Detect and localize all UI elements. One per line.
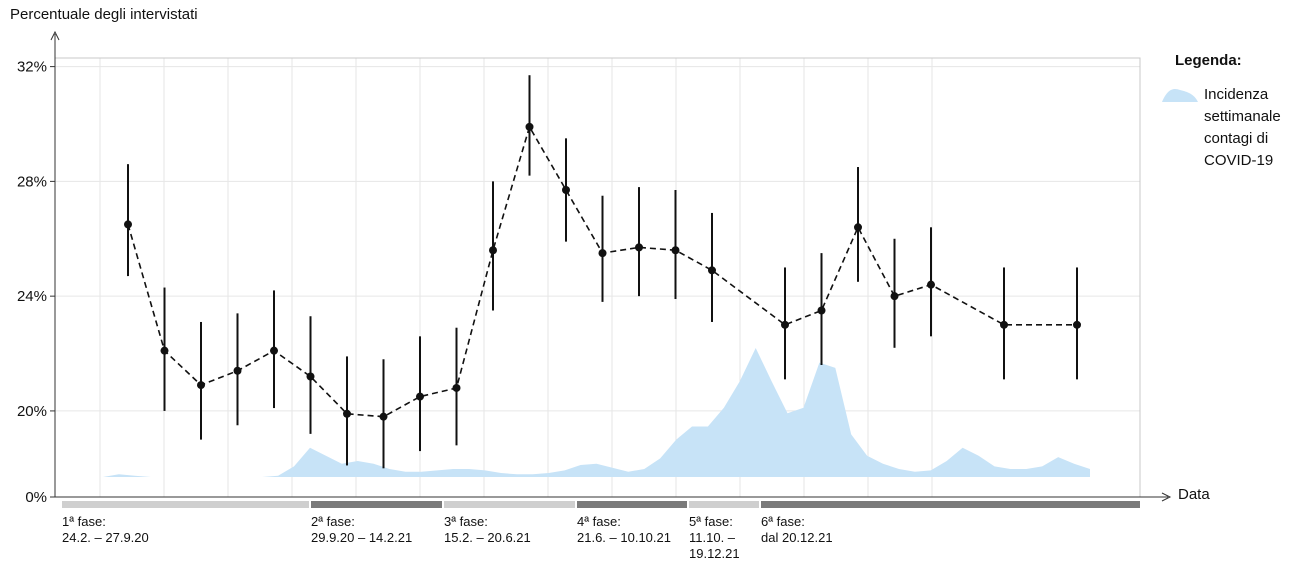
phase-label-line: 3ª fase: (444, 514, 488, 529)
plot-frame (54, 57, 1141, 498)
legend-label: Incidenza settimanale contagi di COVID-1… (1204, 86, 1281, 169)
phase-bar (311, 501, 442, 508)
phase-label-line: 5ª fase: (689, 514, 733, 529)
data-point (160, 346, 169, 355)
incidence-area (103, 348, 1090, 477)
incidence-area-shape (103, 348, 1090, 477)
data-point (197, 381, 205, 390)
y-tick-label: 32% (17, 59, 47, 76)
phase-label-line: 2ª fase: (311, 514, 355, 529)
y-axis-arrow-icon (50, 30, 60, 41)
phase-bar (761, 501, 1140, 508)
data-point (817, 306, 826, 315)
phase-label: 4ª fase: 21.6. – 10.10.21 (577, 514, 717, 546)
data-point (525, 122, 534, 131)
data-point (781, 320, 789, 329)
data-point (270, 346, 278, 355)
y-tick-label: 0% (25, 489, 47, 506)
phase-label: 3ª fase: 15.2. – 20.6.21 (444, 514, 584, 546)
phase-bar (444, 501, 575, 508)
phase-label-line: 6ª fase: (761, 514, 805, 529)
phase-label: 6ª fase: dal 20.12.21 (761, 514, 901, 546)
phase-bar (689, 501, 759, 508)
survey-line (127, 124, 1077, 418)
plot-border (54, 57, 1141, 498)
data-point (343, 409, 351, 418)
data-point (1000, 320, 1008, 329)
legend-title: Legenda: (1175, 52, 1242, 69)
data-point (416, 392, 424, 401)
phase-bars (62, 501, 1140, 508)
phase-label-line: 24.2. – 27.9.20 (62, 530, 149, 545)
phase-bar (62, 501, 309, 508)
phase-label: 2ª fase: 29.9.20 – 14.2.21 (311, 514, 451, 546)
data-point (890, 292, 899, 301)
data-point (233, 366, 242, 375)
phase-label-line: 1ª fase: (62, 514, 106, 529)
phase-label-line: 21.6. – 10.10.21 (577, 530, 671, 545)
grid-lines (55, 58, 1140, 498)
survey-dashed-line (127, 124, 1077, 418)
data-point (306, 372, 315, 381)
y-tick-label: 24% (17, 288, 47, 305)
phase-bar (577, 501, 687, 508)
data-point (671, 246, 680, 255)
phase-label-line: 11.10. – (689, 530, 736, 545)
phase-label-line: 15.2. – 20.6.21 (444, 530, 531, 545)
phase-label-line: 29.9.20 – 14.2.21 (311, 530, 413, 545)
legend-swatch-icon (1162, 89, 1198, 102)
y-axis-label: Percentuale degli intervistati (10, 6, 198, 23)
data-point (124, 220, 132, 229)
phase-label-line: 4ª fase: (577, 514, 621, 529)
data-point (635, 243, 643, 252)
error-bars (127, 75, 1078, 469)
phase-label-line: 19.12.21 (689, 546, 740, 561)
data-point (927, 280, 935, 289)
data-point (598, 249, 607, 258)
data-point (562, 185, 570, 194)
phase-label-line: dal 20.12.21 (761, 530, 833, 545)
data-point (854, 223, 862, 232)
axes (50, 30, 1172, 502)
y-tick-label: 28% (17, 173, 47, 190)
x-axis-arrow-icon (1161, 492, 1172, 502)
data-point (1073, 320, 1081, 329)
phase-label: 5ª fase: 11.10. –19.12.21 (689, 514, 829, 562)
x-axis-label: Data (1178, 486, 1210, 503)
y-tick-label: 20% (17, 403, 47, 420)
y-ticks: 0% 20% 24% 28% 32% (17, 59, 55, 506)
data-point (489, 246, 497, 255)
data-point (452, 383, 461, 392)
data-point (708, 266, 716, 275)
phase-label: 1ª fase: 24.2. – 27.9.20 (62, 514, 202, 546)
survey-points (124, 122, 1081, 421)
data-point (379, 412, 388, 421)
